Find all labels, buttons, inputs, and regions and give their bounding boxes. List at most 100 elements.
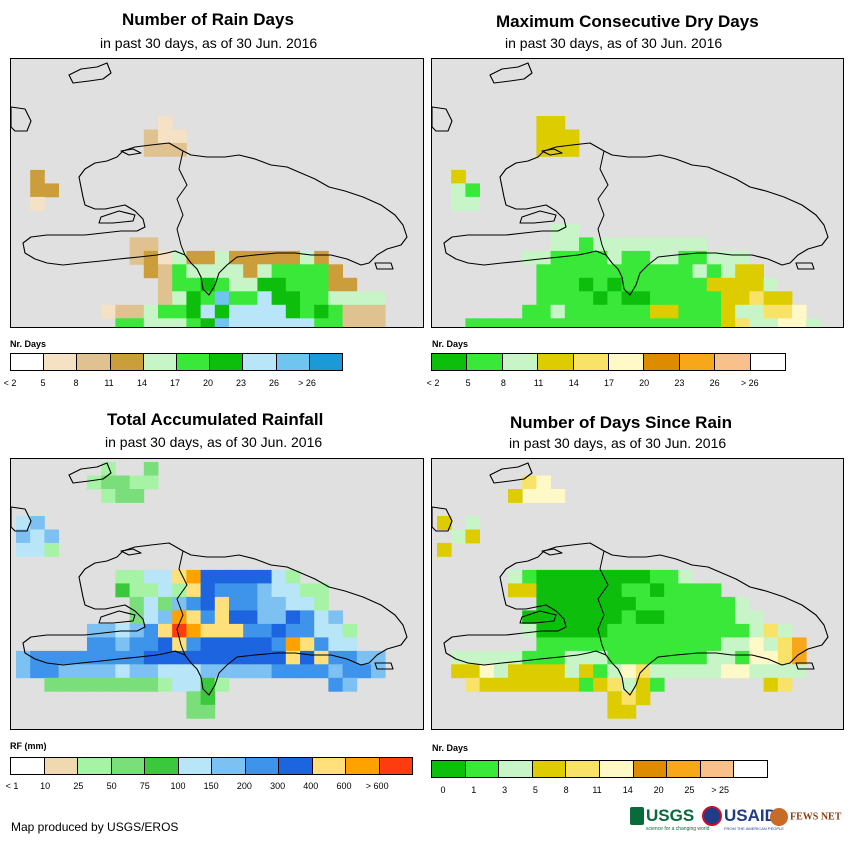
grid-cell xyxy=(564,237,580,252)
grid-cell xyxy=(172,277,187,292)
grid-cell xyxy=(115,650,130,665)
grid-cell xyxy=(749,650,764,665)
grid-cell xyxy=(271,596,287,611)
grid-cells xyxy=(30,116,386,327)
grid-cell xyxy=(621,704,637,719)
grid-cell xyxy=(186,277,201,292)
grid-cell xyxy=(451,183,466,198)
grid-cell xyxy=(593,596,608,611)
grid-cell xyxy=(692,583,708,598)
grid-cell xyxy=(721,610,736,625)
grid-cell xyxy=(536,610,551,625)
grid-cell xyxy=(129,596,145,611)
grid-cell xyxy=(101,462,116,476)
usgs-icon xyxy=(630,807,644,825)
grid-cell xyxy=(129,677,145,692)
grid-cell xyxy=(550,264,566,279)
grid-cell xyxy=(678,664,693,679)
grid-cell xyxy=(451,196,466,211)
grid-cell xyxy=(692,650,708,665)
grid-cell xyxy=(314,637,329,652)
grid-cell xyxy=(465,677,480,692)
grid-cell xyxy=(777,304,793,319)
legend-tick-label: 0 xyxy=(440,785,446,795)
grid-cell xyxy=(356,664,372,679)
grid-cell xyxy=(621,691,637,706)
grid-cell xyxy=(721,291,736,306)
grid-cell xyxy=(564,291,580,306)
legend-tick-label: 1 xyxy=(471,785,477,795)
grid-cell xyxy=(550,116,566,130)
grid-cell xyxy=(342,623,358,638)
grid-cell xyxy=(300,304,315,319)
grid-cell xyxy=(285,583,301,598)
legend-swatch xyxy=(44,354,78,370)
grid-cell xyxy=(172,623,187,638)
grid-cell xyxy=(692,291,708,306)
grid-cell xyxy=(200,691,216,706)
grid-cell xyxy=(479,677,495,692)
credit-text: Map produced by USGS/EROS xyxy=(11,820,179,834)
grid-cell xyxy=(579,291,594,306)
grid-cell xyxy=(721,623,736,638)
grid-cell xyxy=(186,304,201,319)
grid-cell xyxy=(271,304,287,319)
gonave-island-outline xyxy=(98,210,136,224)
legend-tick-label: 300 xyxy=(270,781,286,791)
grid-cell xyxy=(678,583,693,598)
grid-cell xyxy=(243,583,258,598)
grid-cell xyxy=(479,664,495,679)
legend-tick-label: 8 xyxy=(500,378,506,388)
legend-swatch xyxy=(599,761,634,777)
legend-tick-label: 26 xyxy=(268,378,280,388)
grid-cell xyxy=(342,277,358,292)
usgs-tagline: science for a changing world xyxy=(646,826,710,832)
grid-cell xyxy=(621,264,637,279)
grid-cell xyxy=(763,318,779,327)
grid-cell xyxy=(243,610,258,625)
grid-cell xyxy=(158,304,173,319)
grid-cell xyxy=(650,237,665,252)
grid-cell xyxy=(749,610,764,625)
grid-cell xyxy=(692,250,708,265)
saona-island-outline xyxy=(795,662,815,670)
grid-cell xyxy=(257,583,272,598)
grid-cell xyxy=(158,583,173,598)
usaid-tagline: FROM THE AMERICAN PEOPLE xyxy=(724,826,784,831)
grid-cell xyxy=(229,623,244,638)
grid-cell xyxy=(579,304,594,319)
grid-cell xyxy=(129,569,145,584)
grid-cell xyxy=(678,318,693,327)
grid-cell xyxy=(749,623,764,638)
grid-cell xyxy=(328,623,343,638)
grid-cell xyxy=(522,583,537,598)
legend-tick-label: 14 xyxy=(136,378,148,388)
grid-cell xyxy=(371,291,386,306)
grid-cell xyxy=(650,677,665,692)
grid-cell xyxy=(16,542,31,557)
grid-cell xyxy=(229,610,244,625)
grid-cell xyxy=(186,610,201,625)
grid-cell xyxy=(143,462,159,476)
grid-cell xyxy=(635,664,651,679)
grid-cell xyxy=(635,623,651,638)
grid-cell xyxy=(257,664,272,679)
grid-cell xyxy=(328,637,343,652)
grid-cell xyxy=(493,650,509,665)
grid-cell xyxy=(200,677,216,692)
grid-cell xyxy=(300,318,315,327)
grid-cell xyxy=(650,623,665,638)
grid-cell xyxy=(314,623,329,638)
grid-cell xyxy=(172,637,187,652)
grid-cell xyxy=(243,250,258,265)
grid-cell xyxy=(522,569,537,584)
legend-swatch xyxy=(346,758,380,774)
grid-cell xyxy=(564,304,580,319)
legend-tick-label: > 26 xyxy=(298,378,316,388)
grid-cell xyxy=(243,318,258,327)
grid-cell xyxy=(257,623,272,638)
grid-cell xyxy=(186,637,201,652)
legend-tick-label: 5 xyxy=(532,785,538,795)
grid-cell xyxy=(735,664,750,679)
grid-cell xyxy=(564,664,580,679)
